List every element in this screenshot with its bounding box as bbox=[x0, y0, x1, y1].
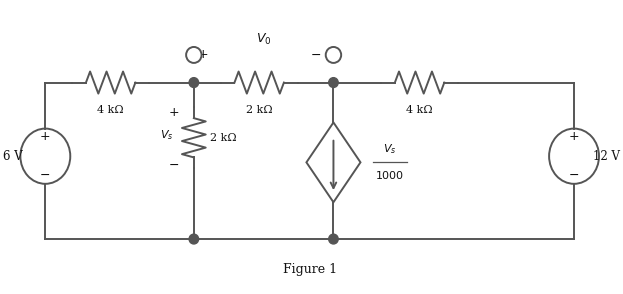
Text: $V_s$: $V_s$ bbox=[383, 142, 397, 156]
Circle shape bbox=[186, 47, 202, 63]
Circle shape bbox=[189, 234, 199, 244]
Text: +: + bbox=[169, 106, 179, 118]
Circle shape bbox=[329, 78, 338, 88]
Text: −: − bbox=[40, 169, 50, 182]
Text: 2 kΩ: 2 kΩ bbox=[246, 105, 272, 115]
Text: +: + bbox=[197, 49, 208, 61]
Text: 2 kΩ: 2 kΩ bbox=[210, 133, 237, 143]
Text: −: − bbox=[569, 169, 579, 182]
Text: $V_s$: $V_s$ bbox=[160, 128, 174, 142]
Text: Figure 1: Figure 1 bbox=[283, 263, 337, 276]
Text: −: − bbox=[169, 159, 179, 172]
Text: 6 V: 6 V bbox=[2, 150, 22, 163]
Text: 1000: 1000 bbox=[376, 171, 404, 181]
Text: 4 kΩ: 4 kΩ bbox=[97, 105, 124, 115]
Text: 12 V: 12 V bbox=[593, 150, 621, 163]
Circle shape bbox=[329, 234, 338, 244]
Text: 4 kΩ: 4 kΩ bbox=[406, 105, 433, 115]
Circle shape bbox=[326, 47, 341, 63]
Text: +: + bbox=[569, 130, 579, 143]
Text: +: + bbox=[40, 130, 50, 143]
Text: −: − bbox=[310, 49, 321, 61]
Text: $V_0$: $V_0$ bbox=[255, 32, 271, 47]
Circle shape bbox=[189, 78, 199, 88]
